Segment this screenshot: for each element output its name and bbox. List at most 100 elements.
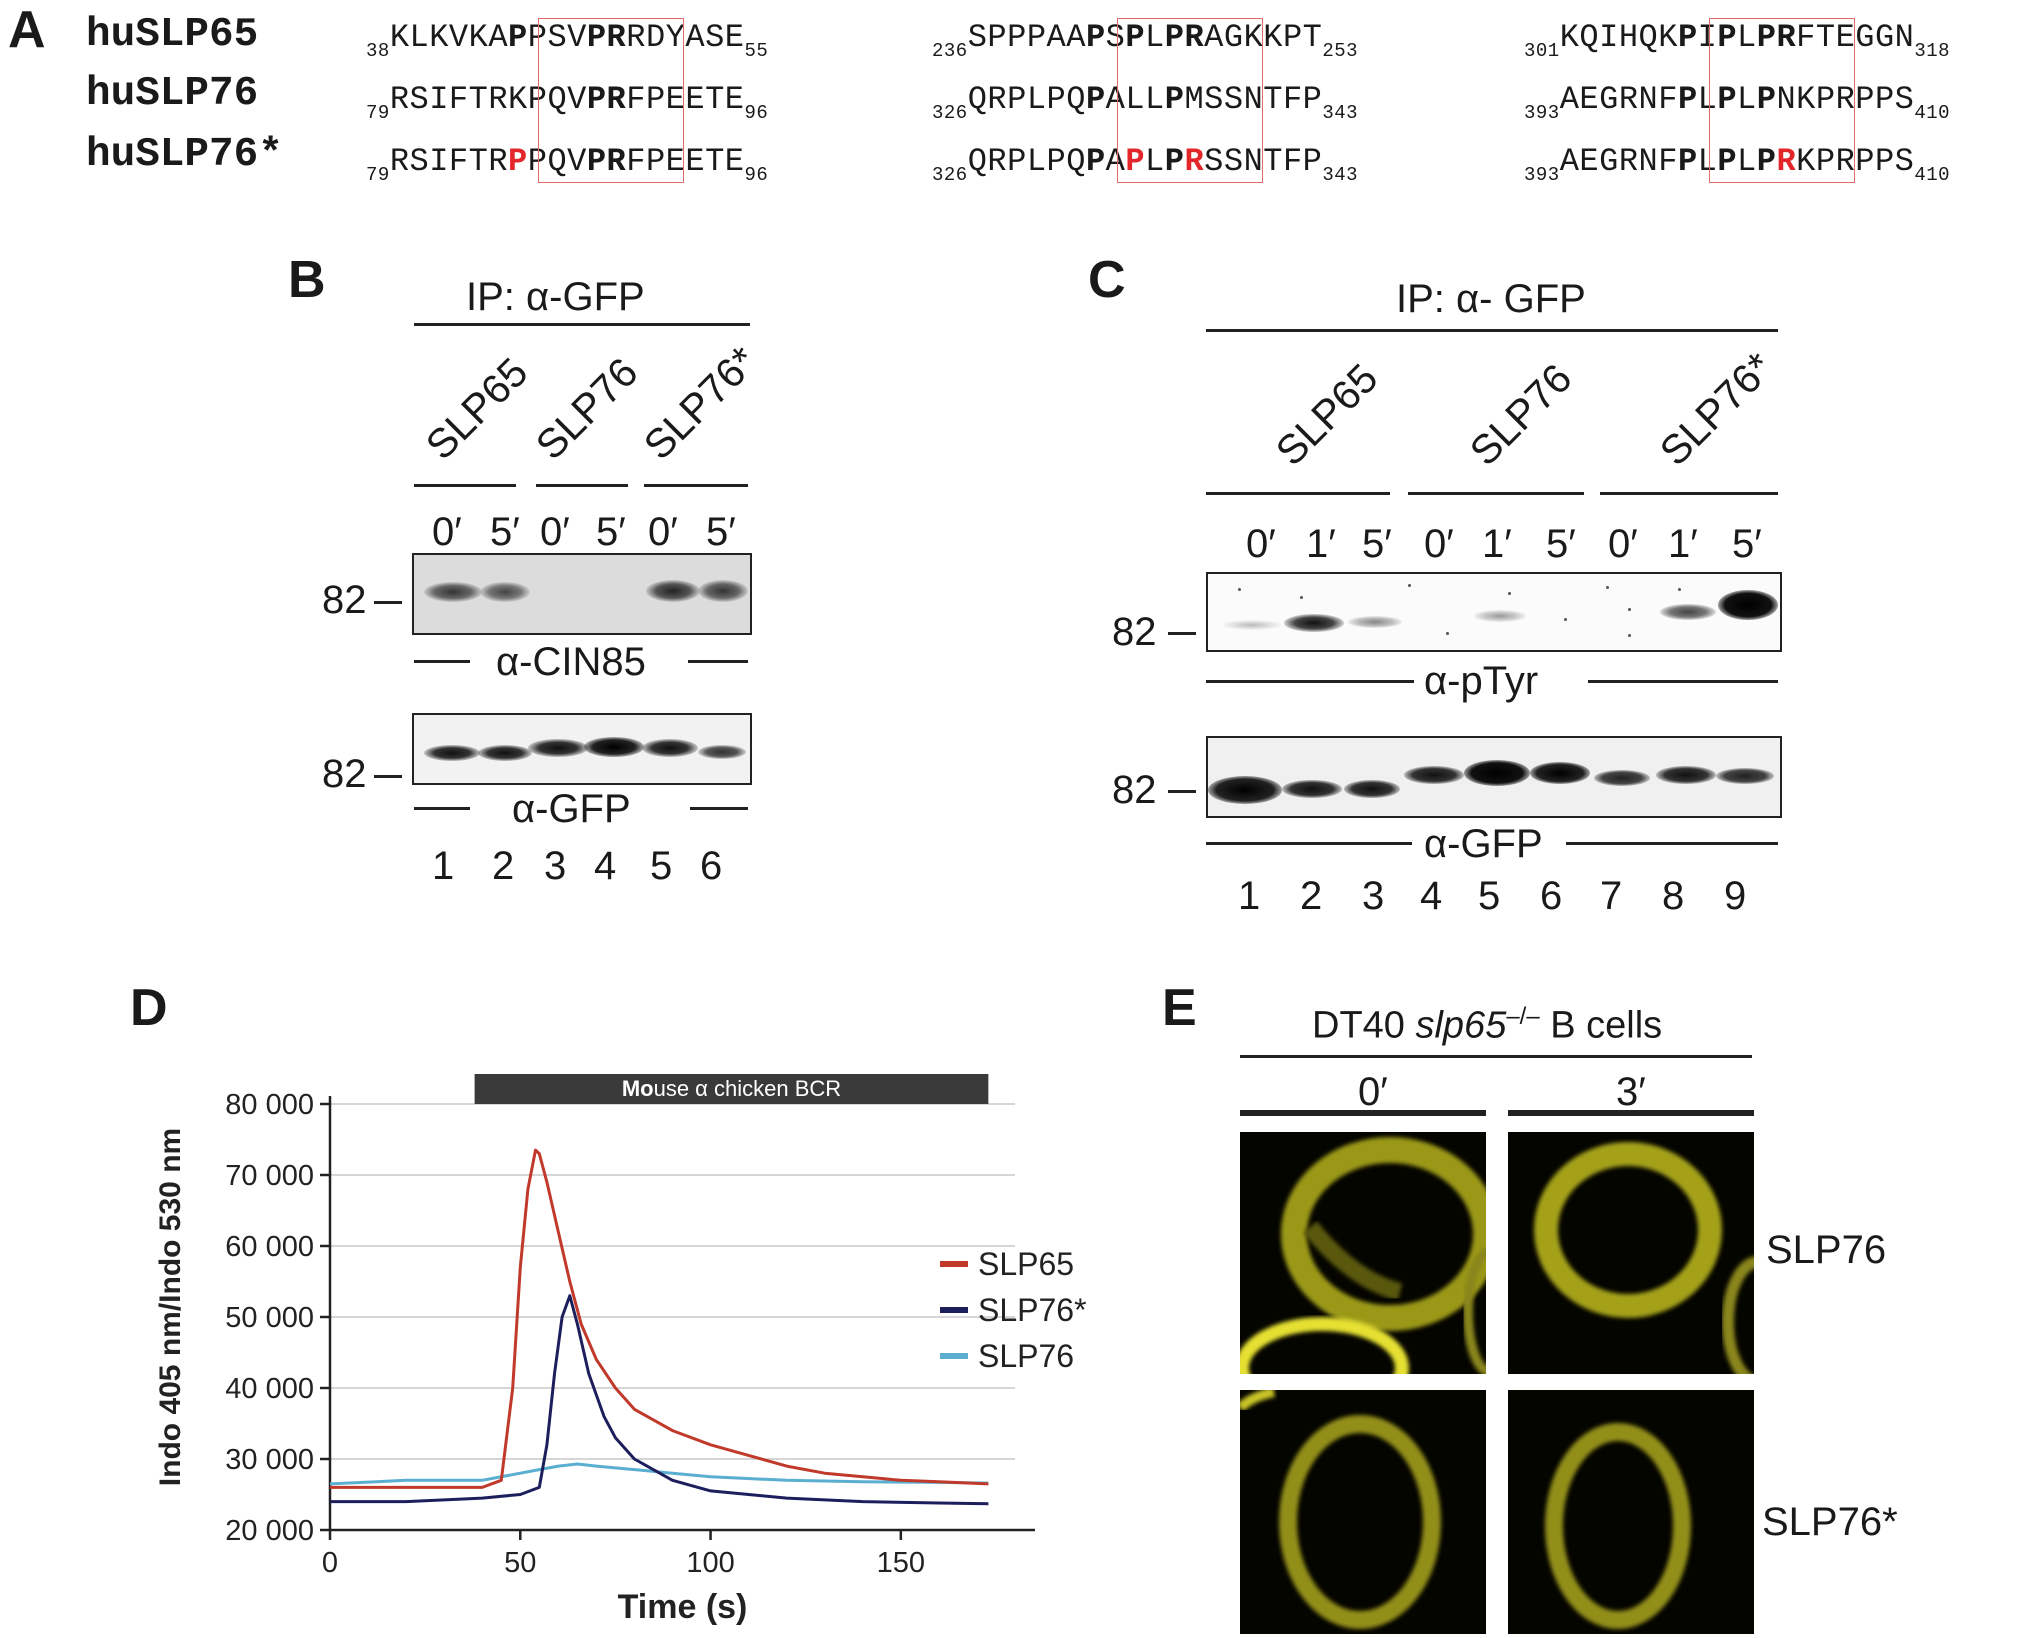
sequence-slp76-mut-2: 326QRPLPQPAPLPRSSNTFP343 <box>932 143 1359 186</box>
panel-b-time-6: 5′ <box>706 510 736 554</box>
sequence-slp65-1: 38KLKVKAPPSVPRRDYASE55 <box>366 19 769 62</box>
panel-c-mw-marker-2: 82 <box>1112 768 1157 812</box>
panel-b-group-line-2 <box>536 484 628 487</box>
panel-letter-e: E <box>1162 979 1197 1037</box>
panel-b-mw-tick-2 <box>374 775 402 778</box>
panel-e-title-pre: DT40 <box>1312 1004 1416 1047</box>
legend-entry: SLP76 <box>978 1338 1074 1374</box>
sequence-slp76-mut-3: 393AEGRNFPLPLPRKPRPPS410 <box>1524 143 1951 186</box>
panel-c-mw-marker-1: 82 <box>1112 610 1157 654</box>
panel-e-col-bar-2 <box>1508 1110 1754 1116</box>
panel-c-blot1-line-left <box>1206 680 1414 683</box>
panel-b-sample-slp76-mut: SLP76* <box>634 337 766 469</box>
panel-b-blot1-line-left <box>414 660 470 663</box>
micrograph-slp76-0min <box>1240 1132 1486 1374</box>
panel-c-group-line-3 <box>1600 492 1778 495</box>
panel-e-time-3: 3′ <box>1616 1070 1646 1114</box>
panel-c-lane-4: 4 <box>1420 874 1443 918</box>
x-tick-label: 0 <box>322 1547 338 1579</box>
y-tick-label: 20 000 <box>225 1515 314 1547</box>
panel-b-time-3: 0′ <box>540 510 570 554</box>
legend-entry: SLP76* <box>978 1292 1087 1328</box>
panel-c-mw-tick-1 <box>1168 632 1196 635</box>
y-tick-label: 40 000 <box>225 1373 314 1405</box>
panel-c-lane-8: 8 <box>1662 874 1685 918</box>
panel-b-lane-6: 6 <box>700 844 723 888</box>
panel-c-time-9: 5′ <box>1732 522 1762 566</box>
panel-e-title-post: B cells <box>1539 1004 1663 1047</box>
y-axis-label: Indo 405 nm/Indo 530 nm <box>154 1128 187 1486</box>
panel-b-blot2-line-right <box>690 807 748 810</box>
micrograph-slp76-mut-3min <box>1508 1390 1754 1634</box>
seq-name-slp76: huSLP76 <box>86 71 259 117</box>
panel-e-time-0: 0′ <box>1358 1070 1388 1114</box>
panel-c-time-5: 1′ <box>1482 522 1512 566</box>
panel-c-time-7: 0′ <box>1608 522 1638 566</box>
y-tick-label: 80 000 <box>225 1089 314 1121</box>
panel-c-time-3: 5′ <box>1362 522 1392 566</box>
panel-c-time-8: 1′ <box>1668 522 1698 566</box>
panel-b-blot1-label: α-CIN85 <box>496 640 646 684</box>
x-tick-label: 50 <box>504 1547 536 1579</box>
panel-c-blot2-line-right <box>1566 842 1778 845</box>
panel-c-time-2: 1′ <box>1306 522 1336 566</box>
y-tick-label: 30 000 <box>225 1444 314 1476</box>
panel-b-blot-cin85 <box>412 553 752 635</box>
panel-c-blot1-line-right <box>1588 680 1778 683</box>
panel-c-ip-line <box>1206 329 1778 332</box>
panel-e-title-gene: slp65 <box>1415 1004 1507 1047</box>
panel-c-lane-7: 7 <box>1600 874 1623 918</box>
panel-letter-b: B <box>288 251 326 309</box>
panel-c-lane-9: 9 <box>1724 874 1747 918</box>
panel-b-ip-line <box>414 323 750 326</box>
panel-c-group-line-2 <box>1408 492 1584 495</box>
panel-c-group-line-1 <box>1206 492 1390 495</box>
y-tick-label: 50 000 <box>225 1302 314 1334</box>
panel-e-title-line <box>1240 1055 1752 1058</box>
panel-c-lane-6: 6 <box>1540 874 1563 918</box>
panel-b-blot2-line-left <box>414 807 470 810</box>
stimulus-label-rest: use α chicken BCR <box>654 1076 842 1101</box>
micrograph-slp76-mut-0min <box>1240 1390 1486 1634</box>
panel-b-blot1-line-right <box>688 660 748 663</box>
panel-c-sample-slp76: SLP76 <box>1460 354 1581 475</box>
panel-c-blot-ptyr <box>1206 572 1782 652</box>
panel-e-row-label-slp76-mut: SLP76* <box>1762 1500 1898 1544</box>
panel-b-lane-2: 2 <box>492 844 515 888</box>
panel-c-time-6: 5′ <box>1546 522 1576 566</box>
panel-b-group-line-3 <box>644 484 748 487</box>
motif-box-3 <box>1709 18 1855 183</box>
panel-c-blot2-line-left <box>1206 842 1412 845</box>
panel-e-title: DT40 slp65–/– B cells <box>1312 1005 1662 1045</box>
panel-b-blot2-label: α-GFP <box>512 787 631 831</box>
sequence-slp76-1: 79RSIFTRKPQVPRFPEETE96 <box>366 81 769 124</box>
panel-letter-a: A <box>8 1 46 59</box>
sequence-slp65-2: 236SPPPAAPSPLPRAGKKPT253 <box>932 19 1359 62</box>
panel-b-mw-marker-1: 82 <box>322 578 367 622</box>
motif-box-1 <box>538 18 684 183</box>
panel-e-col-bar-1 <box>1240 1110 1486 1116</box>
panel-b-time-2: 5′ <box>490 510 520 554</box>
panel-b-lane-4: 4 <box>594 844 617 888</box>
motif-box-2 <box>1117 18 1263 183</box>
calcium-flux-chart: Mouse α chicken BCR 20 000 30 000 40 000 50 … <box>154 1074 1087 1626</box>
panel-c-mw-tick-2 <box>1168 790 1196 793</box>
panel-b-lane-5: 5 <box>650 844 673 888</box>
panel-b-blot-gfp <box>412 713 752 785</box>
sequence-slp76-mut-1: 79RSIFTRPPQVPRFPEETE96 <box>366 143 769 186</box>
stimulus-label-bold: Mo <box>622 1076 654 1101</box>
panel-letter-d: D <box>130 979 168 1037</box>
panel-b-lane-3: 3 <box>544 844 567 888</box>
panel-b-time-4: 5′ <box>596 510 626 554</box>
panel-b-sample-slp76: SLP76 <box>526 348 647 469</box>
panel-c-lane-5: 5 <box>1478 874 1501 918</box>
x-axis-label: Time (s) <box>618 1588 748 1626</box>
panel-b-time-1: 0′ <box>432 510 462 554</box>
panel-b-group-line-1 <box>414 484 516 487</box>
panel-b-ip-label: IP: α-GFP <box>466 275 645 319</box>
panel-c-sample-slp76-mut: SLP76* <box>1650 343 1782 475</box>
panel-c-blot2-label: α-GFP <box>1424 822 1543 866</box>
series-line-slp76 <box>329 1462 989 1486</box>
seq-name-slp76-mut: huSLP76* <box>86 132 283 178</box>
series-line-slp65 <box>330 1148 989 1489</box>
